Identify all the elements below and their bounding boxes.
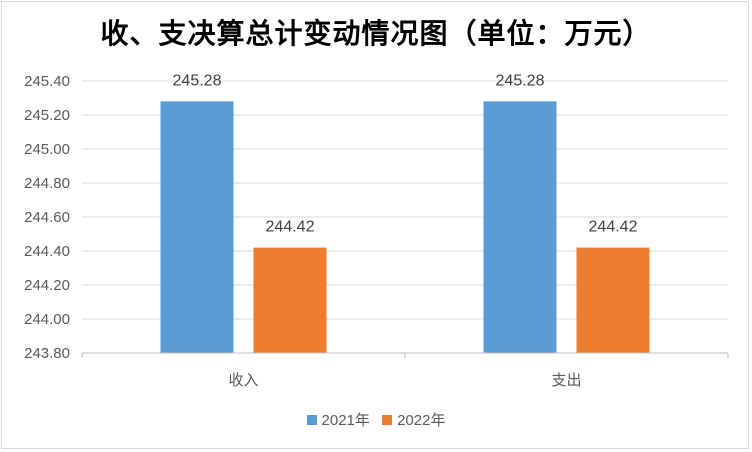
y-tick-label: 245.40 (24, 73, 70, 90)
y-tick-label: 244.20 (24, 277, 70, 294)
y-tick-label: 245.20 (24, 107, 70, 124)
data-labels: 245.28 244.42 245.28 244.42 (173, 72, 638, 235)
y-tick-label: 244.40 (24, 243, 70, 260)
bar-支出-2021年 (483, 101, 557, 354)
x-category-label: 收入 (228, 371, 258, 389)
y-tick-label: 244.80 (24, 175, 70, 192)
x-axis: 收入 支出 (81, 352, 729, 389)
data-label: 244.42 (589, 219, 638, 236)
y-tick-label: 244.60 (24, 209, 70, 226)
y-tick-label: 243.80 (24, 345, 70, 362)
chart-title: 收、支决算总计变动情况图（单位：万元） (100, 17, 652, 50)
bar-支出-2022年 (576, 247, 650, 353)
y-tick-label: 245.00 (24, 141, 70, 158)
bar-收入-2022年 (253, 247, 327, 353)
x-category-label: 支出 (551, 371, 581, 389)
bar-收入-2021年 (160, 101, 234, 354)
legend-item-2021: 2021年 (306, 409, 370, 430)
bars (160, 101, 650, 354)
data-label: 244.42 (266, 219, 315, 236)
data-label: 245.28 (496, 72, 545, 89)
legend: 2021年 2022年 (0, 409, 752, 430)
legend-label-2022: 2022年 (397, 412, 446, 429)
legend-label-2021: 2021年 (321, 412, 370, 429)
y-axis-ticks: 243.80 244.00 244.20 244.40 244.60 244.80 245.… (24, 73, 70, 362)
legend-swatch-2022 (382, 414, 393, 425)
legend-item-2022: 2022年 (382, 409, 445, 430)
y-tick-label: 244.00 (24, 311, 70, 328)
legend-swatch-2021 (306, 414, 317, 425)
data-label: 245.28 (173, 72, 222, 89)
